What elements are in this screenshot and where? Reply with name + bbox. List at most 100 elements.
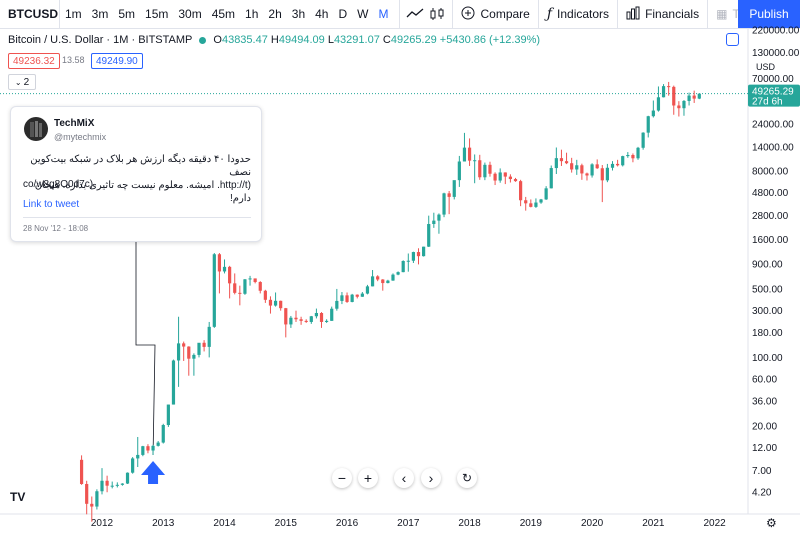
high-label: H: [270, 34, 279, 46]
sell-price-button[interactable]: 49236.32: [8, 53, 60, 69]
templates-button[interactable]: ▦ T: [708, 0, 748, 28]
top-toolbar: BTCUSD 1m 3m 5m 15m 30m 45m 1h 2h 3h 4h D W M Compar…: [0, 0, 800, 29]
x-tick-label: 2019: [520, 518, 543, 529]
candle-body: [513, 179, 518, 182]
candle-body: [131, 458, 135, 473]
buy-price-button[interactable]: 49249.90: [91, 53, 143, 69]
y-tick-label: 24000.00: [752, 120, 794, 131]
candle-body: [263, 290, 267, 300]
candle-body: [447, 193, 451, 197]
candle-body: [171, 360, 176, 405]
interval-2h[interactable]: 2h: [268, 7, 282, 21]
line-style-icon[interactable]: [404, 3, 426, 25]
candle-body: [656, 97, 661, 111]
candle-body: [325, 320, 329, 322]
candle-body: [115, 484, 119, 486]
axis-unit-label: USD: [756, 62, 776, 72]
candle-body: [345, 295, 349, 302]
candle-body: [672, 86, 676, 106]
symbol-search[interactable]: BTCUSD: [0, 0, 60, 28]
interval-1m[interactable]: 1m: [65, 7, 82, 21]
candle-body: [279, 300, 283, 309]
add-circle-icon: [461, 6, 475, 23]
zoom-out-button[interactable]: −: [332, 468, 352, 488]
candle-body: [100, 480, 104, 492]
x-tick-label: 2015: [275, 518, 298, 529]
reset-chart-button[interactable]: ↻: [457, 468, 477, 488]
link-to-tweet[interactable]: Link to tweet: [23, 199, 80, 210]
tradingview-logo[interactable]: TV: [10, 490, 26, 504]
templates-icon: ▦: [716, 7, 728, 21]
candle-body: [360, 293, 364, 297]
candle-body: [355, 294, 359, 297]
candle-body: [370, 276, 375, 287]
last-price-countdown: 27d 6h: [752, 97, 783, 108]
interval-3m[interactable]: 3m: [91, 7, 109, 21]
candle-body: [478, 160, 482, 178]
candle-body: [697, 93, 701, 99]
templates-label: T: [732, 7, 740, 21]
candle-body: [233, 283, 237, 293]
auto-scale-button[interactable]: [726, 33, 739, 46]
interval-M[interactable]: M: [378, 7, 389, 21]
spread-value: 13.58: [62, 55, 85, 65]
event-marker-arrow-icon: [141, 461, 166, 484]
y-tick-label: 12.00: [752, 443, 777, 454]
x-tick-label: 2022: [703, 518, 726, 529]
candle-body: [580, 165, 584, 174]
candle-body: [605, 167, 609, 181]
collapse-indicators-button[interactable]: ⌄ 2: [8, 74, 36, 90]
interval-45m[interactable]: 45m: [211, 7, 236, 21]
candles-icon[interactable]: [426, 3, 448, 25]
candle-body: [590, 164, 594, 176]
gear-icon[interactable]: ⚙: [766, 516, 777, 530]
interval-15m[interactable]: 15m: [145, 7, 169, 21]
candle-body: [600, 168, 604, 181]
y-tick-label: 500.00: [752, 284, 783, 295]
candle-body: [401, 261, 405, 273]
interval-3h[interactable]: 3h: [291, 7, 306, 21]
candle-body: [570, 163, 574, 170]
candle-body: [304, 320, 308, 322]
reset-icon: ↻: [461, 471, 473, 485]
low-value: 43291.07: [333, 34, 380, 46]
candle-body: [682, 100, 686, 109]
indicators-button[interactable]: ƒ Indicators: [539, 0, 619, 28]
candle-body: [437, 214, 441, 221]
interval-W[interactable]: W: [357, 7, 369, 21]
compare-button[interactable]: Compare: [453, 0, 539, 28]
candle-body: [616, 163, 620, 166]
candle-body: [120, 483, 125, 485]
interval-30m[interactable]: 30m: [178, 7, 202, 21]
interval-D[interactable]: D: [338, 7, 348, 21]
candle-body: [95, 491, 99, 507]
candle-body: [626, 154, 630, 157]
financials-button[interactable]: Financials: [618, 0, 709, 28]
interval-5m[interactable]: 5m: [118, 7, 136, 21]
candle-body: [549, 168, 553, 189]
zoom-in-button[interactable]: +: [358, 468, 378, 488]
candle-body: [284, 308, 288, 325]
interval-1h[interactable]: 1h: [245, 7, 259, 21]
last-price-value: 49265.29: [752, 87, 794, 98]
candle-body: [519, 181, 523, 201]
publish-button[interactable]: Publish: [738, 0, 800, 28]
candle-body: [406, 260, 410, 262]
candle-body: [641, 132, 645, 148]
x-tick-label: 2013: [152, 518, 175, 529]
candle-body: [294, 317, 298, 320]
chevron-left-icon: ‹: [401, 470, 407, 486]
scroll-left-button[interactable]: ‹: [394, 468, 414, 488]
scroll-right-button[interactable]: ›: [421, 468, 441, 488]
y-tick-label: 2800.00: [752, 211, 789, 222]
candle-body: [314, 312, 319, 317]
candle-body: [661, 86, 666, 98]
candle-body: [564, 161, 569, 164]
candle-body: [268, 299, 273, 306]
interval-4h[interactable]: 4h: [315, 7, 329, 21]
candle-body: [309, 316, 313, 322]
candle-body: [483, 164, 487, 178]
plus-icon: +: [363, 470, 373, 486]
compare-label: Compare: [480, 7, 530, 21]
